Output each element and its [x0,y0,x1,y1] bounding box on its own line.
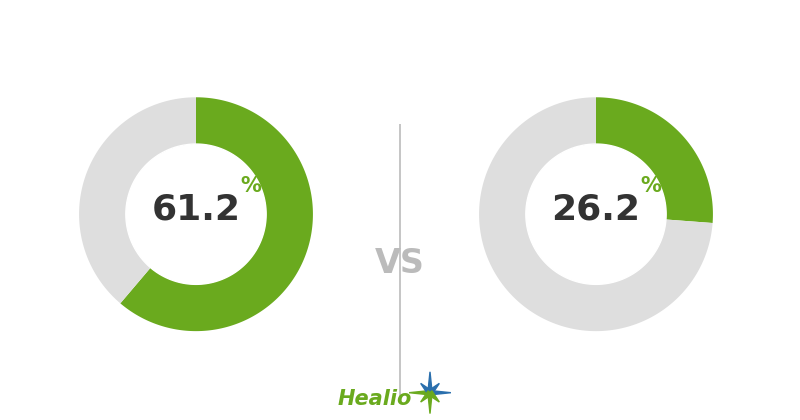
Text: 26.2: 26.2 [551,192,641,226]
Polygon shape [428,393,432,414]
Polygon shape [479,97,713,331]
Text: %: % [241,176,262,196]
Polygon shape [430,391,451,395]
Text: VS: VS [375,247,425,280]
Polygon shape [79,97,196,303]
Polygon shape [126,144,266,284]
Text: 61.2: 61.2 [151,192,241,226]
Polygon shape [421,383,432,394]
Polygon shape [428,372,432,393]
Text: Healio: Healio [338,389,411,409]
Text: Placebo: Placebo [556,140,636,158]
Text: Proportion of patients who achieved improvement in: Proportion of patients who achieved impr… [132,36,668,54]
Text: loss-of-taste severity at week 24 in the ITT population: loss-of-taste severity at week 24 in the… [125,83,675,101]
Polygon shape [428,391,439,402]
Text: Dupilumab: Dupilumab [142,140,250,158]
Polygon shape [409,391,430,395]
Polygon shape [596,97,713,223]
Polygon shape [120,97,313,331]
Polygon shape [421,391,432,402]
Polygon shape [428,383,439,394]
Polygon shape [526,144,666,284]
Text: %: % [641,176,662,196]
